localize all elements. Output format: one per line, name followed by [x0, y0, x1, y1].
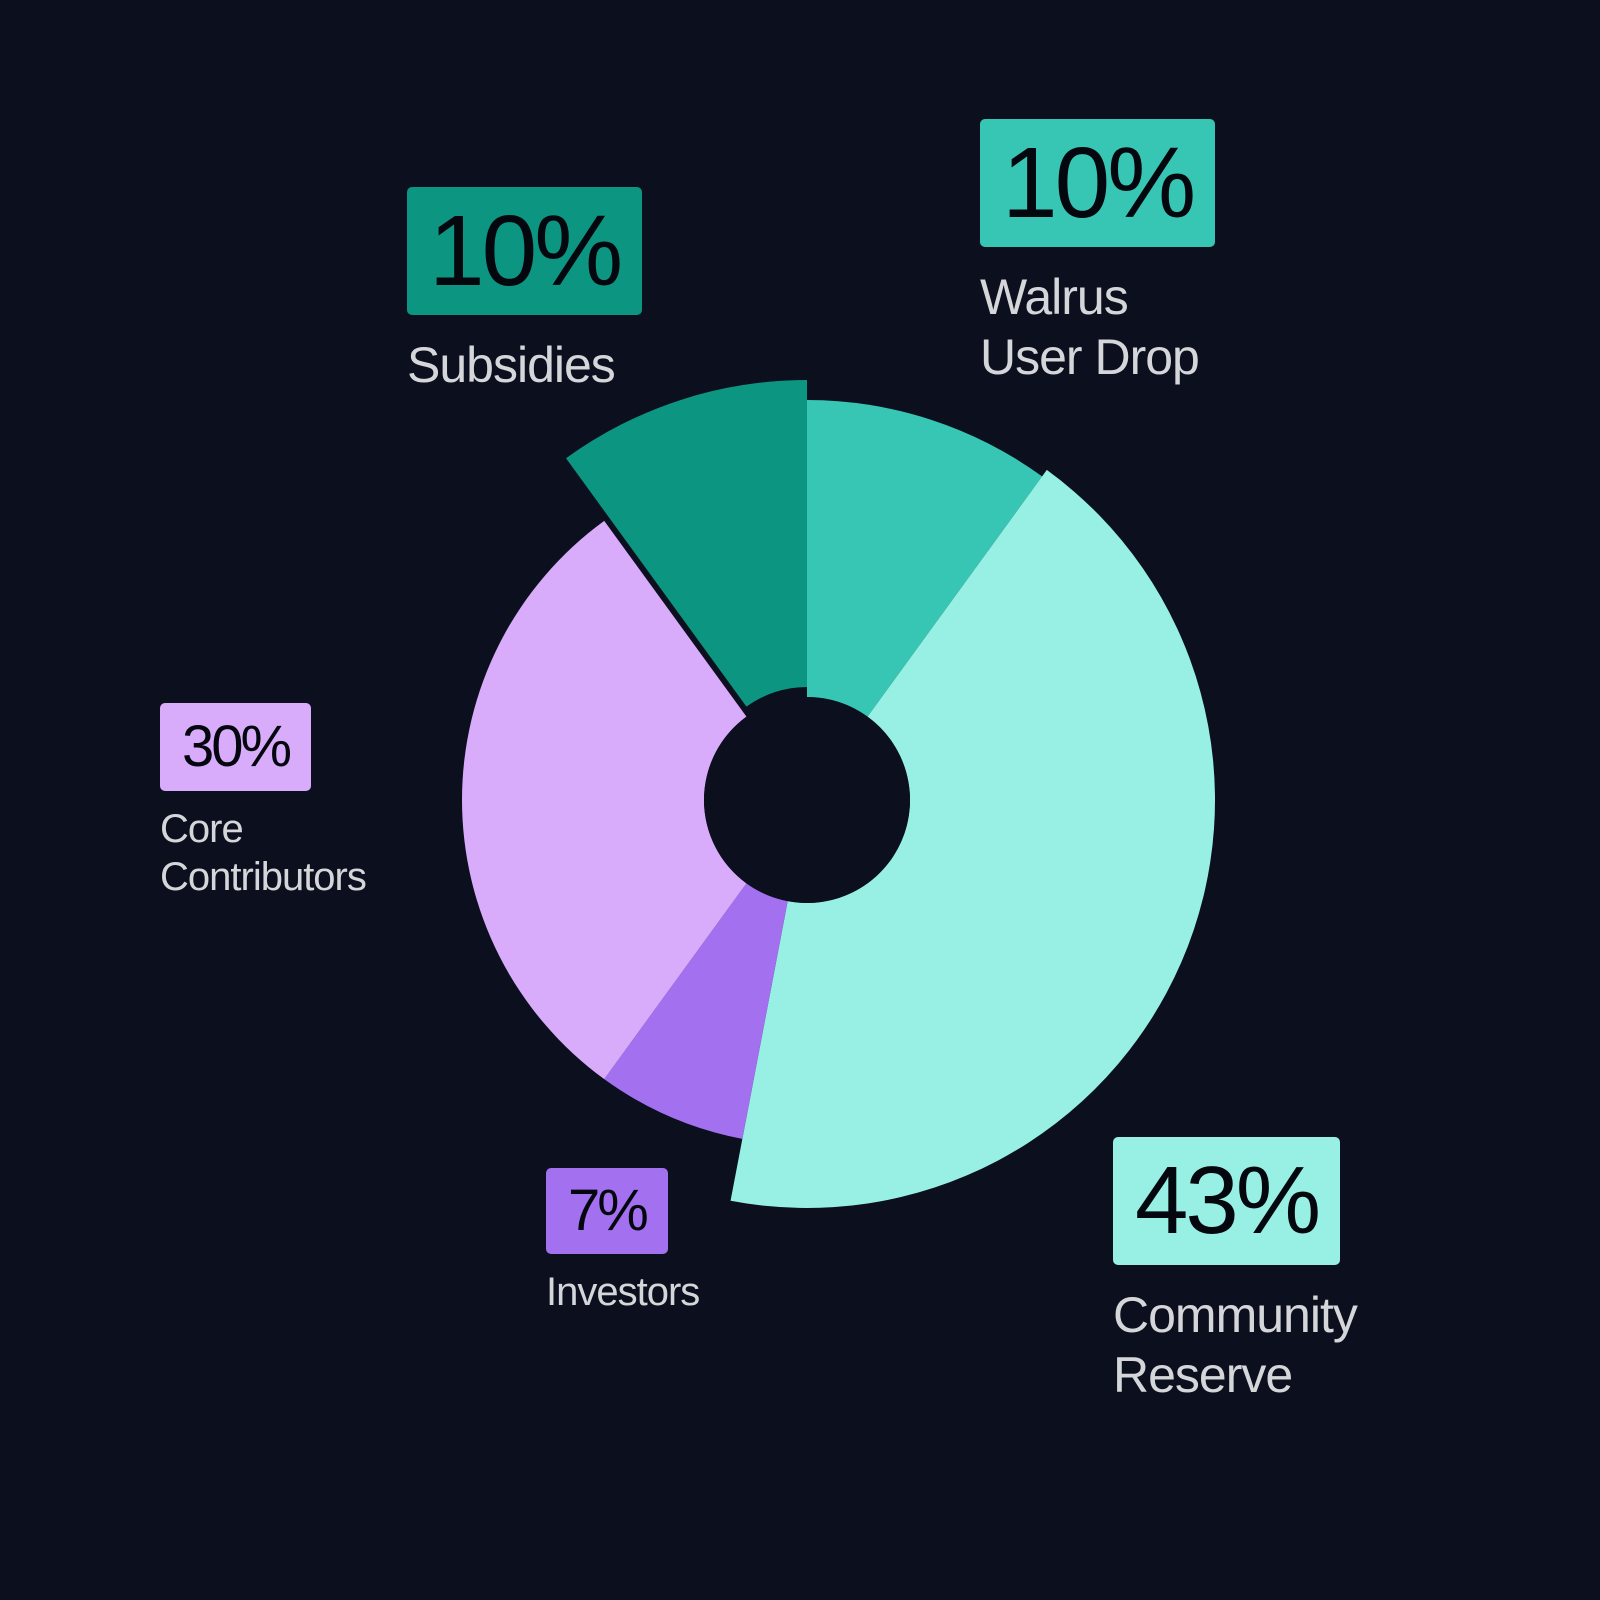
callout-investors: 7% Investors — [546, 1168, 700, 1316]
value-badge: 30% — [160, 703, 312, 791]
category-label: Investors — [546, 1270, 700, 1314]
callout-subsidies: 10% Subsidies — [407, 187, 643, 395]
pie-slice-investors — [604, 883, 788, 1139]
pie-slice-community-reserve — [730, 469, 1216, 1209]
pie-slice-core-contributors — [461, 520, 747, 1080]
value-badge: 43% — [1113, 1137, 1341, 1265]
category-label: Core Contributors — [160, 807, 367, 899]
value-badge: 10% — [407, 187, 643, 315]
donut-hole — [704, 697, 910, 903]
pie-slice-walrus-user-drop — [807, 400, 1043, 717]
category-label: Subsidies — [407, 337, 616, 393]
value-badge: 7% — [546, 1168, 668, 1254]
callout-community-reserve: 43% Community Reserve — [1113, 1137, 1358, 1405]
category-label: Community Reserve — [1113, 1287, 1358, 1403]
pie-slice-subsidies — [566, 380, 807, 707]
callout-walrus-user-drop: 10% Walrus User Drop — [980, 119, 1216, 387]
callout-core-contributors: 30% Core Contributors — [160, 703, 367, 901]
category-label: Walrus User Drop — [980, 269, 1200, 385]
value-badge: 10% — [980, 119, 1216, 247]
